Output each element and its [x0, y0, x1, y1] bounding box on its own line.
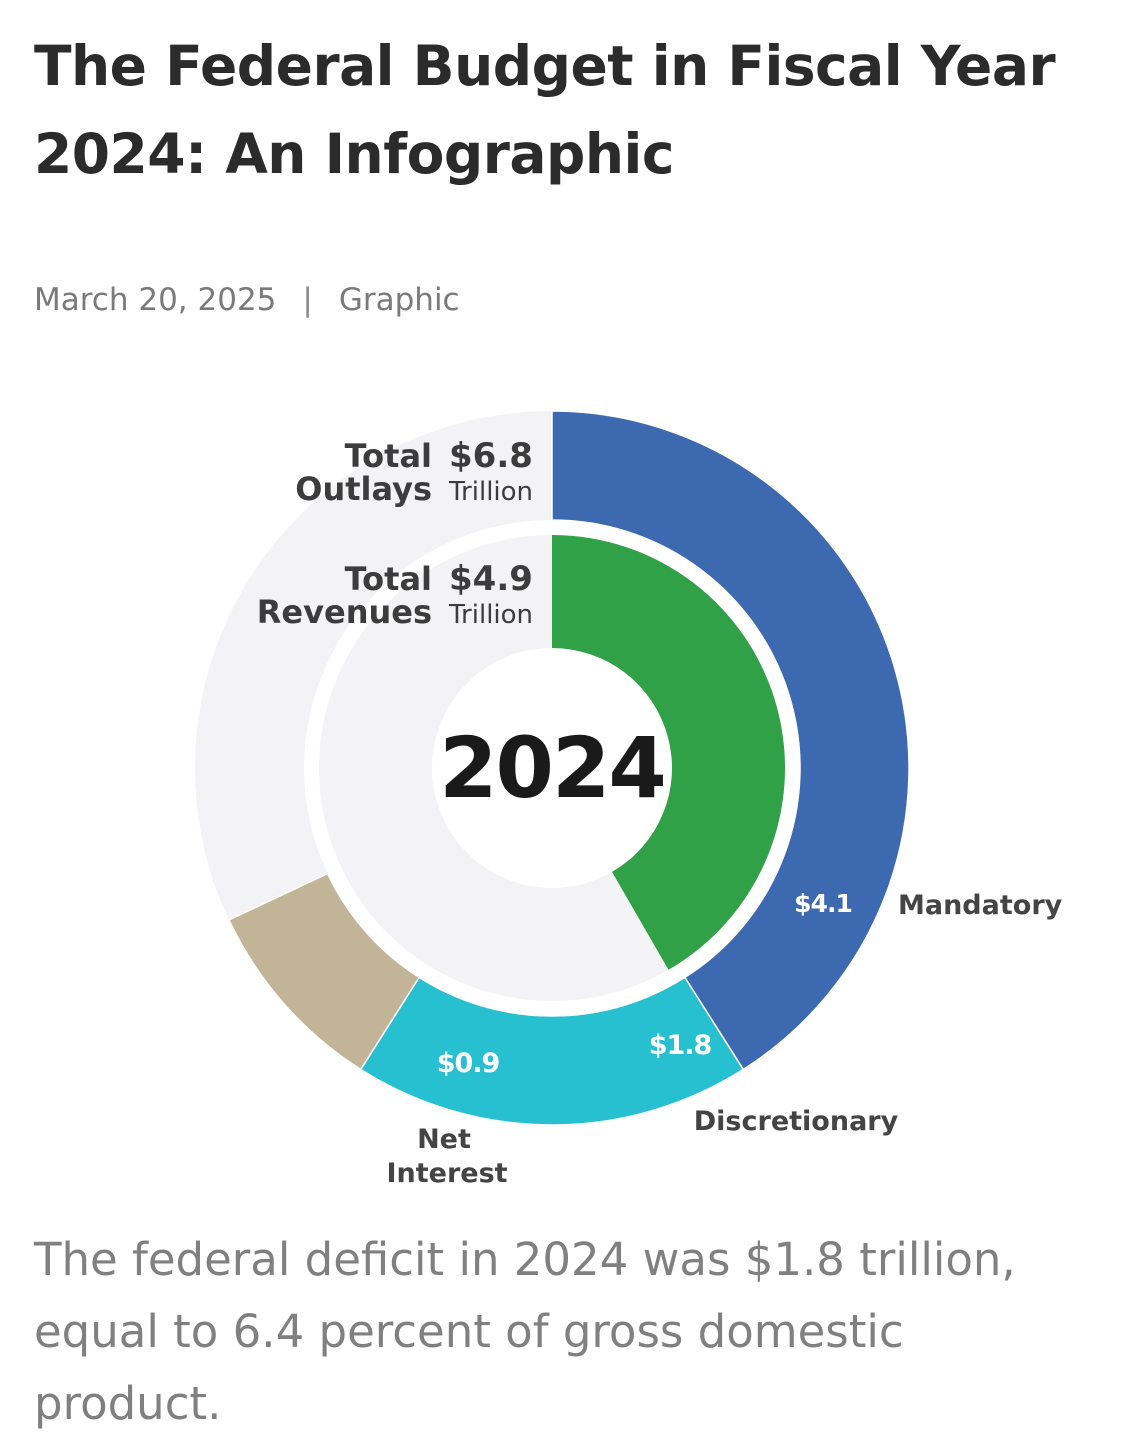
discretionary-category-label: Discretionary: [694, 1106, 899, 1137]
article-meta: March 20, 2025 | Graphic: [34, 278, 460, 322]
category-link[interactable]: Graphic: [338, 282, 460, 318]
revenues-slice[interactable]: [552, 535, 785, 970]
mandatory-category-label: Mandatory: [898, 890, 1063, 921]
outlays-slice-net-interest[interactable]: [227, 872, 421, 1071]
mandatory-value-label: $4.1: [794, 889, 852, 918]
outlays-total-value: $6.8: [449, 436, 533, 476]
net-interest-value-label: $0.9: [437, 1048, 500, 1079]
center-year-label: 2024: [439, 719, 665, 817]
discretionary-value-label: $1.8: [649, 1030, 712, 1061]
page-title: The Federal Budget in Fiscal Year 2024: …: [34, 34, 1056, 186]
outlays-slice-mandatory[interactable]: [551, 410, 910, 1071]
chart-caption: The federal deficit in 2024 was $1.8 tri…: [34, 1233, 1016, 1430]
revenues-label-line2: Revenues: [257, 593, 432, 631]
net-interest-category-line2: Interest: [386, 1158, 507, 1189]
outlays-label-line2: Outlays: [295, 470, 432, 508]
revenues-total-unit: Trillion: [448, 600, 533, 630]
outlays-label-line1: Total: [345, 437, 432, 475]
budget-donut-chart: 2024 Total Outlays $6.8 Trillion Total R…: [195, 410, 1063, 1189]
outlays-total-unit: Trillion: [448, 477, 533, 507]
publish-date: March 20, 2025: [34, 282, 277, 318]
net-interest-category-line1: Net: [417, 1124, 471, 1155]
revenues-total-value: $4.9: [449, 559, 533, 599]
meta-separator: |: [302, 282, 313, 318]
donut-hole: [432, 648, 672, 888]
revenues-label-line1: Total: [345, 560, 432, 598]
